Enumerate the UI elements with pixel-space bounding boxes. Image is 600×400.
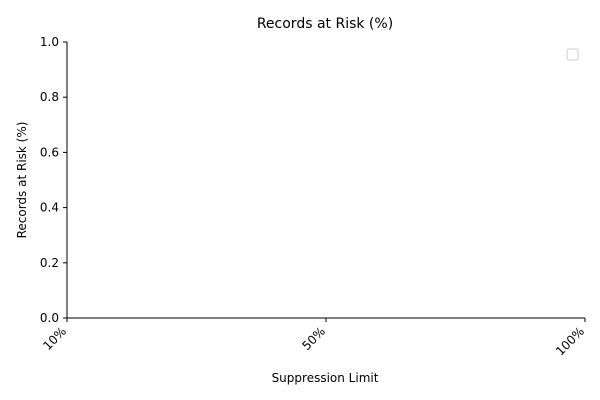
legend-box [566, 48, 579, 61]
y-tick-label: 0.4 [40, 201, 59, 215]
x-tick-label: 50% [299, 324, 328, 353]
chart-title: Records at Risk (%) [257, 16, 393, 32]
y-tick-label: 1.0 [40, 35, 59, 49]
x-axis-label: Suppression Limit [272, 371, 379, 385]
y-tick-label: 0.0 [40, 311, 59, 325]
y-tick-label: 0.6 [40, 145, 59, 159]
y-axis-label: Records at Risk (%) [15, 122, 29, 239]
y-tick-label: 0.2 [40, 256, 59, 270]
x-tick-label: 10% [40, 324, 69, 353]
x-tick-label: 100% [553, 324, 587, 358]
plot-area: 0.0 0.2 0.4 0.6 0.8 1.0 10% 50% 100% [40, 35, 587, 358]
y-tick-label: 0.8 [40, 90, 59, 104]
